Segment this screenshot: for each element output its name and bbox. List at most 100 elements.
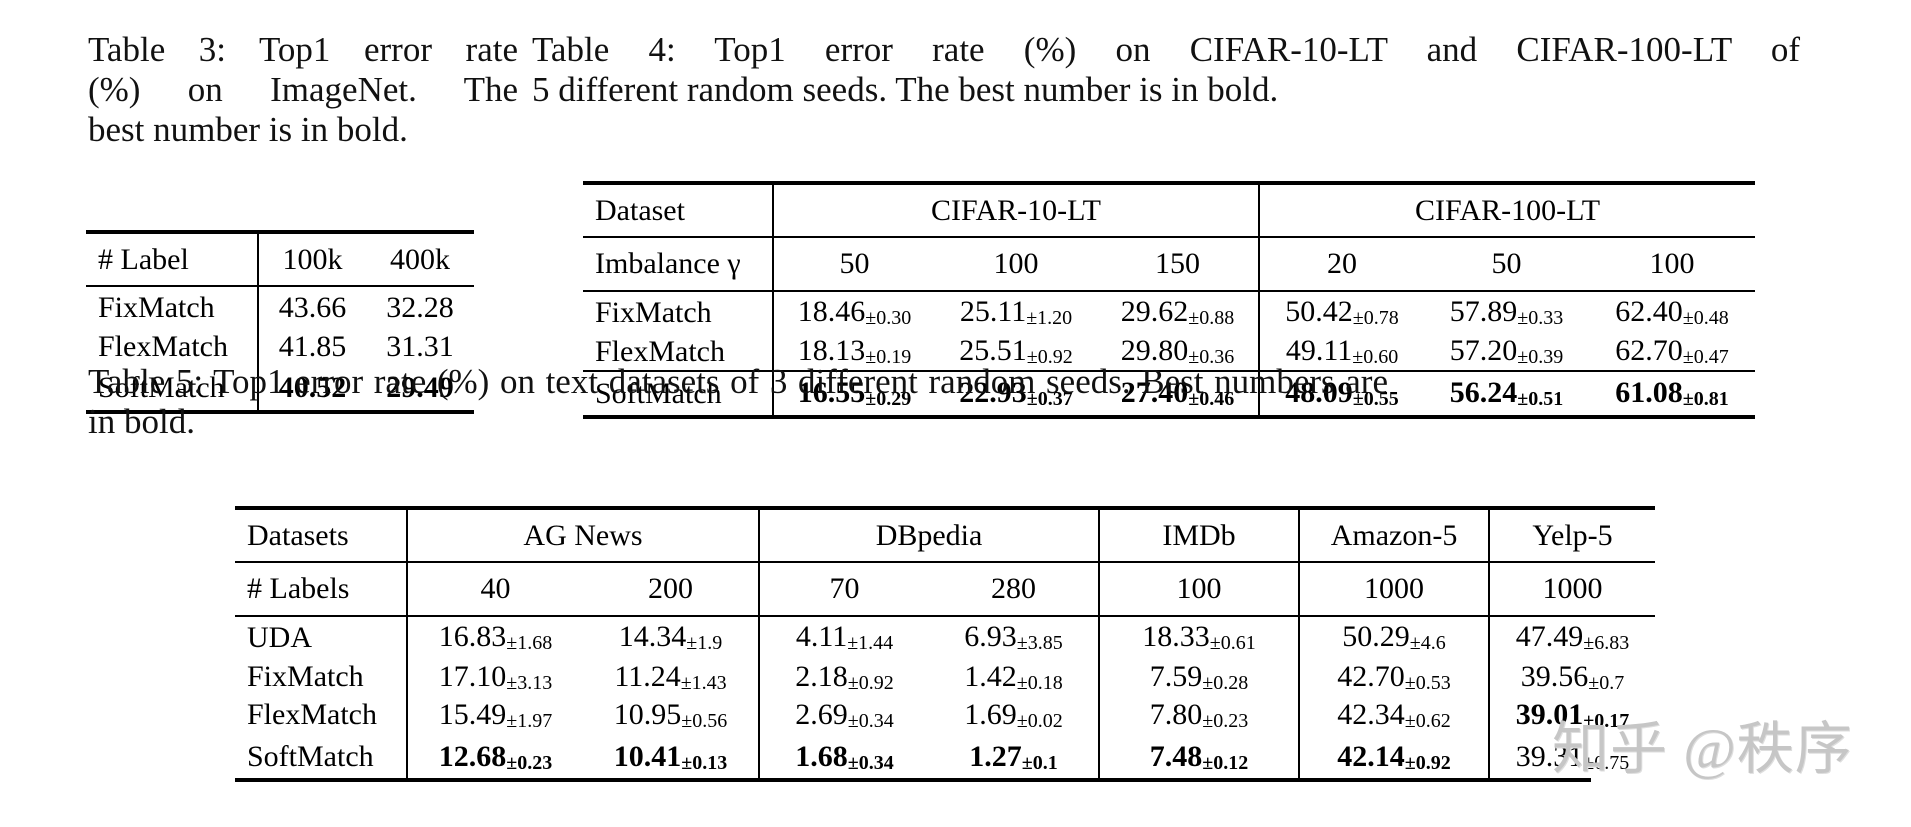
- value-main: 18.13: [797, 334, 866, 367]
- value-main: 16.55: [797, 376, 866, 409]
- value-stddev: ±1.44: [847, 632, 894, 654]
- table-row: FlexMatch 15.49±1.97 10.95±0.56 2.69±0.34 1.…: [235, 696, 1656, 734]
- value-cell: 18.33±0.61: [1098, 616, 1300, 658]
- value-cell: 10.41±0.13: [583, 734, 759, 780]
- value-main: 29.62: [1120, 295, 1189, 328]
- value-main: 29.49: [386, 371, 454, 404]
- method-label: UDA: [247, 620, 312, 654]
- value-cell: 25.11±1.20: [935, 291, 1097, 333]
- value-main: 57.20: [1449, 334, 1518, 367]
- col-header: 1000: [1488, 562, 1656, 616]
- col-header: 150: [1155, 247, 1201, 280]
- value-cell: 62.40±0.48: [1589, 291, 1755, 333]
- col-header: 50: [772, 237, 935, 291]
- value-main: 49.11: [1285, 334, 1353, 367]
- col-header: 200: [648, 572, 693, 605]
- value-main: 15.49: [438, 697, 507, 731]
- method-label: FlexMatch: [595, 334, 725, 368]
- value-main: 57.89: [1449, 295, 1518, 328]
- value-cell: 22.93±0.37: [935, 371, 1097, 417]
- value-main: 7.48: [1149, 739, 1203, 773]
- value-stddev: ±0.1: [1021, 751, 1058, 774]
- col-header: 40: [406, 562, 583, 616]
- value-cell: 49.11±0.60: [1258, 333, 1425, 371]
- method-label: SoftMatch: [595, 376, 722, 410]
- value-cell: 16.55±0.29: [772, 371, 935, 417]
- table-row: FlexMatch 18.13±0.19 25.51±0.92 29.80±0.36 4…: [583, 333, 1755, 371]
- table3-caption: Table 3: Top1 error rate (%) on ImageNet.…: [88, 30, 518, 150]
- value-stddev: ±0.18: [1016, 671, 1063, 694]
- value-stddev: ±0.81: [1682, 388, 1729, 410]
- value-cell: 48.09±0.55: [1258, 371, 1425, 417]
- value-cell: 7.59±0.28: [1098, 658, 1300, 696]
- table-corner-label: Dataset: [595, 193, 685, 227]
- watermark: 知乎 @秩序: [1552, 718, 1853, 781]
- value-cell: 12.68±0.23: [406, 734, 583, 780]
- column-header-row: Imbalance γ 50 100 150 20 50 100: [583, 237, 1756, 291]
- value-stddev: ±1.97: [506, 709, 553, 732]
- value-cell: 42.70±0.53: [1298, 658, 1490, 696]
- value-main: 56.24: [1449, 376, 1518, 409]
- value-main: 17.10: [438, 659, 507, 693]
- value-stddev: ±0.92: [1026, 346, 1073, 368]
- col-header: 100: [1098, 562, 1300, 616]
- col-header: 20: [1258, 237, 1425, 291]
- caption-line: 5 different random seeds. The best numbe…: [532, 69, 1279, 109]
- value-cell: 18.13±0.19: [772, 333, 935, 371]
- value-cell: 29.80±0.36: [1097, 333, 1259, 371]
- value-stddev: ±1.68: [506, 632, 553, 654]
- value-cell: 39.01±0.17: [1488, 696, 1656, 734]
- value-main: 14.34: [618, 620, 687, 653]
- table-row: UDA 16.83±1.68 14.34±1.9 4.11±1.44 6.93±3.85…: [235, 616, 1656, 658]
- method-label: SoftMatch: [98, 371, 225, 404]
- value-stddev: ±0.23: [506, 751, 553, 774]
- value-main: 2.18: [795, 659, 848, 693]
- value-main: 42.14: [1337, 739, 1405, 773]
- method-label: FlexMatch: [98, 330, 228, 363]
- value-stddev: ±0.7: [1588, 671, 1625, 694]
- table-corner-label: Datasets: [247, 518, 349, 552]
- value-cell: 14.34±1.9: [583, 616, 759, 658]
- value-main: 16.83: [438, 620, 507, 653]
- group-header: DBpedia: [757, 508, 1100, 562]
- value-cell: 4.11±1.44: [758, 616, 929, 658]
- value-stddev: ±6.83: [1583, 632, 1630, 654]
- value-stddev: ±1.9: [686, 632, 723, 654]
- value-stddev: ±0.37: [1026, 388, 1073, 410]
- value-cell: 61.08±0.81: [1589, 371, 1755, 417]
- row-header-label: # Labels: [247, 572, 350, 605]
- value-main: 29.80: [1120, 334, 1189, 367]
- value-main: 40.52: [278, 371, 347, 404]
- value-cell: 27.40±0.46: [1097, 371, 1259, 417]
- group-header-row: Dataset CIFAR-10-LT CIFAR-100-LT: [583, 183, 1756, 237]
- table3-body: FixMatch 43.66 32.28 FlexMatch 41.85 31.31 Sof…: [86, 286, 474, 412]
- table-row: FlexMatch 41.85 31.31: [86, 328, 474, 366]
- caption-line: Table 3: Top1 error rate: [88, 30, 518, 69]
- value-main: 39.31: [1515, 739, 1584, 773]
- table-row: SoftMatch 12.68±0.23 10.41±0.13 1.68±0.34 1.…: [235, 734, 1656, 780]
- value-main: 42.70: [1337, 659, 1405, 693]
- value-stddev: ±0.19: [865, 346, 912, 368]
- row-header-label: # Label: [98, 242, 189, 276]
- caption-line: best number is in bold.: [88, 109, 408, 149]
- value-stddev: ±0.34: [847, 709, 894, 732]
- value-stddev: ±0.34: [847, 751, 894, 774]
- col-header: 280: [991, 572, 1036, 605]
- group-header: IMDb: [1098, 508, 1300, 562]
- value-cell: 25.51±0.92: [935, 333, 1097, 371]
- value-cell: 29.49: [366, 366, 474, 412]
- value-main: 25.11: [959, 295, 1027, 328]
- value-cell: 11.24±1.43: [583, 658, 759, 696]
- value-stddev: ±0.60: [1352, 346, 1399, 368]
- value-main: 62.40: [1615, 295, 1683, 328]
- value-cell: 39.56±0.7: [1488, 658, 1656, 696]
- value-stddev: ±0.56: [681, 709, 728, 732]
- table-row: SoftMatch 16.55±0.29 22.93±0.37 27.40±0.46 4…: [583, 371, 1756, 417]
- group-header: CIFAR-10-LT: [771, 183, 1260, 237]
- table-row: SoftMatch 40.52 29.49: [86, 366, 474, 412]
- value-cell: 32.28: [366, 286, 474, 328]
- value-main: 12.68: [438, 739, 507, 773]
- value-stddev: ±0.02: [1016, 709, 1063, 732]
- value-stddev: ±0.55: [1352, 388, 1399, 410]
